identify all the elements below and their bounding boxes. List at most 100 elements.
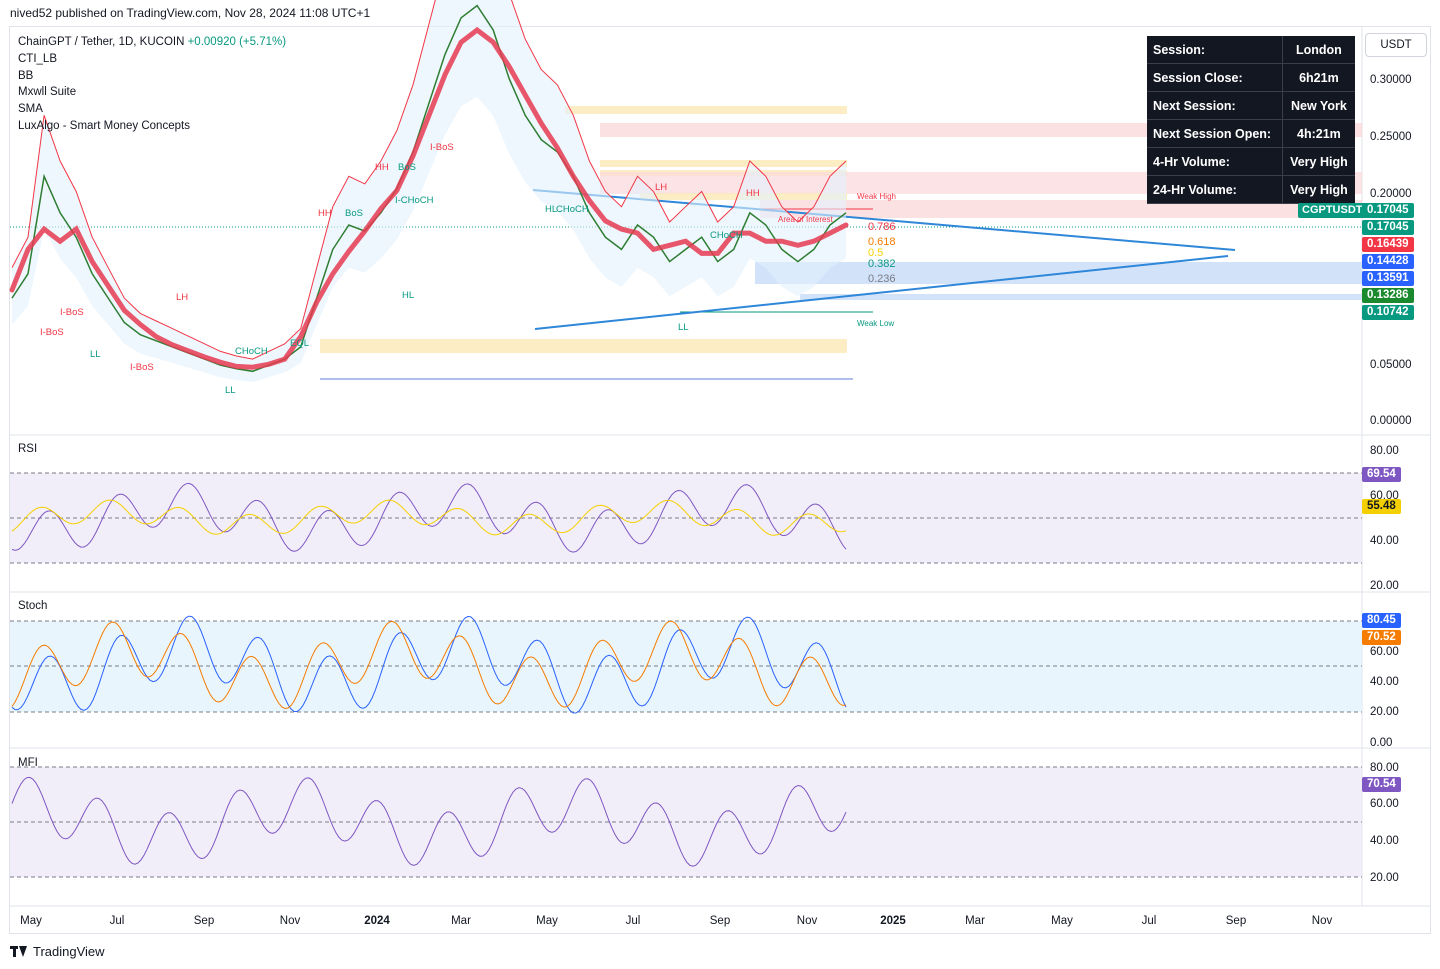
session-row: Next Session Open: 4h:21m — [1147, 119, 1355, 148]
session-label: Next Session Open: — [1147, 119, 1283, 148]
session-value: Very High — [1281, 175, 1355, 204]
fib-level-label: 0.618 — [868, 236, 896, 248]
structure-label: I-BoS — [40, 327, 64, 338]
x-tick-label: Jul — [110, 915, 125, 927]
price-tag: 0.13286 — [1362, 288, 1414, 303]
pane-tick-label: 80.00 — [1370, 445, 1399, 457]
pane-tick-label: 40.00 — [1370, 676, 1399, 688]
structure-label: I-BoS — [130, 362, 154, 373]
structure-label: HH — [318, 208, 332, 219]
structure-label: LH — [655, 182, 667, 193]
chart-frame[interactable] — [9, 26, 1431, 934]
session-value: London — [1281, 36, 1355, 64]
structure-label: Weak High — [857, 192, 896, 201]
mfi-pane-label[interactable]: MFI — [18, 757, 38, 769]
x-tick-label: May — [536, 915, 558, 927]
session-row: 4-Hr Volume: Very High — [1147, 147, 1355, 176]
structure-label: BoS — [398, 162, 416, 173]
published-header: nived52 published on TradingView.com, No… — [10, 6, 371, 20]
pane-tick-label: 20.00 — [1370, 706, 1399, 718]
session-value: Very High — [1281, 147, 1355, 176]
y-tick-label: 0.25000 — [1370, 131, 1412, 143]
pane-tick-label: 20.00 — [1370, 872, 1399, 884]
legend-indicator[interactable]: BB — [18, 69, 34, 82]
indicator-value-tag: 55.48 — [1362, 499, 1401, 514]
structure-label: BoS — [345, 208, 363, 219]
indicator-value-tag: 70.54 — [1362, 777, 1401, 792]
bollinger-upper — [11, 0, 847, 360]
pane-tick-label: 0.00 — [1370, 737, 1392, 749]
symbol-price-tag: CGPTUSDT — [1298, 203, 1367, 218]
legend-symbol-row: ChainGPT / Tether, 1D, KUCOIN +0.00920 (… — [18, 34, 286, 51]
session-table: Session: London Session Close: 6h21m Next … — [1147, 36, 1355, 204]
legend-indicator[interactable]: SMA — [18, 103, 43, 116]
session-label: Session Close: — [1147, 63, 1283, 92]
session-value: New York — [1281, 91, 1355, 120]
x-tick-label: Jul — [626, 915, 641, 927]
x-tick-label: Jul — [1142, 915, 1157, 927]
structure-label: HL — [545, 204, 557, 215]
pane-tick-label: 60.00 — [1370, 646, 1399, 658]
fib-level-label: 0.5 — [868, 247, 883, 259]
tradingview-icon — [10, 946, 27, 957]
legend-indicator[interactable]: CTI_LB — [18, 52, 57, 65]
session-row: Session Close: 6h21m — [1147, 63, 1355, 92]
price-line — [11, 4, 847, 373]
currency-button[interactable]: USDT — [1365, 33, 1427, 57]
x-tick-label: 2024 — [364, 915, 390, 927]
x-tick-label: Sep — [710, 915, 730, 927]
session-label: 4-Hr Volume: — [1147, 147, 1283, 176]
structure-label: HL — [402, 290, 414, 301]
stoch-d-line — [11, 620, 847, 710]
session-label: Session: — [1147, 36, 1283, 64]
session-row: Next Session: New York — [1147, 91, 1355, 120]
structure-label: I-BoS — [430, 142, 454, 153]
structure-label: HH — [375, 162, 389, 173]
indicator-value-tag: 70.52 — [1362, 630, 1401, 645]
rsi-line — [11, 482, 847, 553]
x-tick-label: Nov — [280, 915, 301, 927]
pane-tick-label: 60.00 — [1370, 798, 1399, 810]
structure-label: I-CHoCH — [395, 195, 434, 206]
legend-indicator[interactable]: LuxAlgo - Smart Money Concepts — [18, 119, 190, 132]
indicator-value-tag: 80.45 — [1362, 613, 1401, 628]
structure-label: CHoCH — [556, 204, 589, 215]
rsi-pane-label[interactable]: RSI — [18, 443, 38, 455]
x-tick-label: May — [1051, 915, 1073, 927]
bollinger-band — [12, 0, 846, 382]
price-tag: 0.10742 — [1362, 305, 1414, 320]
x-tick-label: Mar — [965, 915, 985, 927]
structure-label: I-BoS — [60, 307, 84, 318]
indicator-value-tag: 69.54 — [1362, 467, 1401, 482]
structure-label: Weak Low — [857, 319, 894, 328]
price-tag: 0.17045 — [1362, 220, 1414, 235]
session-label: 24-Hr Volume: — [1147, 175, 1283, 204]
structure-label: LL — [90, 349, 101, 360]
session-row: Session: London — [1147, 36, 1355, 64]
price-tag: 0.13591 — [1362, 271, 1414, 286]
footer-brand: TradingView — [33, 944, 105, 959]
x-tick-label: Sep — [194, 915, 214, 927]
structure-label: LL — [225, 385, 236, 396]
legend-indicator[interactable]: Mxwll Suite — [18, 86, 77, 99]
structure-label: CHoCH — [710, 230, 743, 241]
structure-label: HH — [746, 188, 760, 199]
x-tick-label: Nov — [797, 915, 818, 927]
rsi-ma-line — [11, 499, 847, 536]
fib-level-label: 0.382 — [868, 258, 896, 270]
structure-label: EQL — [290, 338, 309, 349]
price-tag: 0.16439 — [1362, 237, 1414, 252]
y-tick-label: 0.20000 — [1370, 188, 1412, 200]
stoch-pane-label[interactable]: Stoch — [18, 600, 48, 612]
x-tick-label: 2025 — [880, 915, 906, 927]
chart-legend: ChainGPT / Tether, 1D, KUCOIN +0.00920 (… — [18, 34, 286, 135]
x-tick-label: Sep — [1226, 915, 1246, 927]
symbol-name: ChainGPT / Tether, 1D, KUCOIN — [18, 36, 185, 48]
y-tick-label: 0.30000 — [1370, 74, 1412, 86]
y-tick-label: 0.05000 — [1370, 359, 1412, 371]
tradingview-logo[interactable]: TradingView — [10, 944, 105, 959]
structure-label: CHoCH — [235, 346, 268, 357]
x-tick-label: Mar — [451, 915, 471, 927]
x-tick-label: Nov — [1312, 915, 1333, 927]
